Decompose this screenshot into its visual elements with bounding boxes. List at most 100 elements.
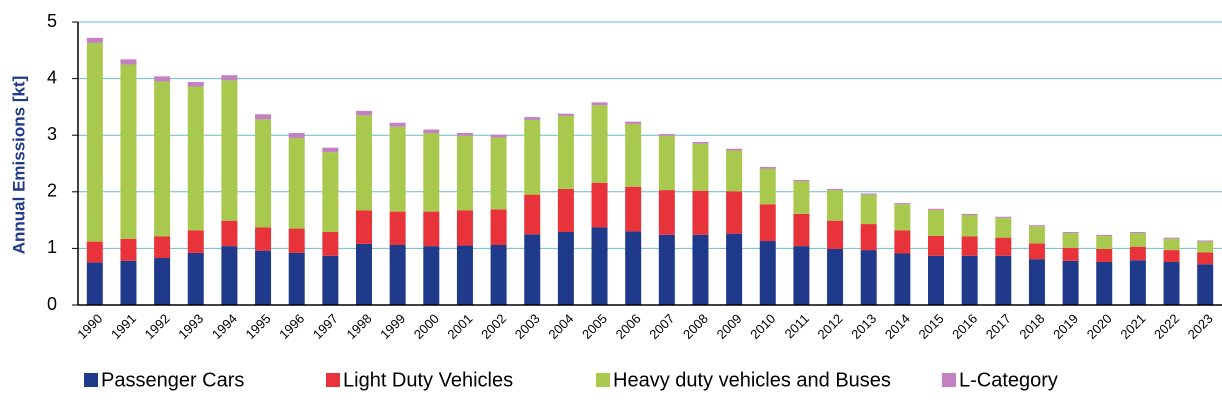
bar-segment xyxy=(591,182,608,228)
y-tick-label: 0 xyxy=(47,294,57,314)
x-tick-label: 2020 xyxy=(1084,311,1115,342)
bar-segment xyxy=(726,148,743,151)
x-tick-label: 2022 xyxy=(1151,311,1182,342)
bar-segment xyxy=(221,80,238,221)
legend-label: Light Duty Vehicles xyxy=(343,369,513,391)
x-tick-label: 1996 xyxy=(276,311,307,342)
bar-segment xyxy=(894,203,911,205)
x-tick-label: 2014 xyxy=(882,311,913,342)
bar-segment xyxy=(86,42,103,242)
bar-segment xyxy=(1197,240,1214,242)
bar-segment xyxy=(120,260,137,305)
bar-segment xyxy=(423,246,440,305)
bar-segment xyxy=(288,132,305,139)
y-tick-label: 3 xyxy=(47,124,57,144)
x-tick-label: 2007 xyxy=(646,311,677,342)
x-tick-label: 2004 xyxy=(545,311,576,342)
bar-segment xyxy=(1096,234,1113,236)
bar-segment xyxy=(154,76,171,82)
bar-segment xyxy=(356,210,372,244)
bar-segment xyxy=(793,246,810,305)
bar-segment xyxy=(692,234,709,305)
bar-segment xyxy=(1197,252,1214,265)
x-tick-label: 2011 xyxy=(782,311,812,341)
bar-segment xyxy=(288,252,305,305)
bar-segment xyxy=(658,135,675,191)
bar-segment xyxy=(322,152,339,232)
x-tick-label: 1997 xyxy=(310,311,341,342)
bar-segment xyxy=(860,250,877,305)
bar-segment xyxy=(120,64,137,239)
bar-segment xyxy=(456,210,473,246)
bar-segment xyxy=(827,248,844,305)
bar-segment xyxy=(1028,243,1045,260)
bar-segment xyxy=(759,166,776,169)
bar-segment xyxy=(726,150,743,192)
x-tick-label: 2018 xyxy=(1016,311,1047,342)
bar-segment xyxy=(961,255,978,305)
bar-segment xyxy=(154,81,171,237)
bar-segment xyxy=(154,236,171,259)
bar-segment xyxy=(86,262,103,305)
bar-segment xyxy=(894,230,911,254)
bar-segment xyxy=(456,132,473,136)
x-tick-label: 1999 xyxy=(377,311,408,342)
x-tick-label: 1998 xyxy=(343,311,374,342)
bar-segment xyxy=(928,208,944,210)
bar-segment xyxy=(389,211,406,246)
bar-segment xyxy=(860,224,877,251)
bar-segment xyxy=(524,194,541,235)
bar-segment xyxy=(995,216,1012,218)
bar-segment xyxy=(490,209,507,246)
bar-segment xyxy=(389,122,406,127)
x-tick-label: 2003 xyxy=(512,311,543,342)
bar-segment xyxy=(827,220,844,249)
bar-segment xyxy=(389,126,406,212)
bar-segment xyxy=(187,86,204,231)
bar-segment xyxy=(1163,250,1180,262)
bar-segment xyxy=(692,141,709,144)
bar-segment xyxy=(928,235,944,256)
bar-segment xyxy=(557,115,574,189)
x-tick-label: 2021 xyxy=(1117,311,1148,342)
bar-segment xyxy=(456,135,473,211)
legend-label: Passenger Cars xyxy=(101,369,244,391)
bar-segment xyxy=(557,231,574,305)
bar-segment xyxy=(1197,264,1214,305)
bar-segment xyxy=(187,81,204,87)
bar-segment xyxy=(894,204,911,231)
bar-segment xyxy=(591,102,608,106)
x-tick-label: 2012 xyxy=(815,311,846,342)
bar-segment xyxy=(187,252,204,305)
bar-segment xyxy=(524,119,541,195)
x-tick-label: 1992 xyxy=(142,311,173,342)
bar-segment xyxy=(154,258,171,305)
x-tick-label: 2002 xyxy=(478,311,509,342)
bar-segment xyxy=(625,123,642,187)
bar-segment xyxy=(490,134,507,138)
y-tick-label: 2 xyxy=(47,181,57,201)
legend-label: L-Category xyxy=(959,369,1058,391)
legend-swatch xyxy=(942,373,956,387)
bar-segment xyxy=(1062,260,1079,305)
bar-segment xyxy=(793,179,810,182)
bar-segment xyxy=(1129,233,1146,247)
x-tick-label: 2005 xyxy=(579,311,610,342)
legend-swatch xyxy=(596,373,610,387)
bar-segment xyxy=(1163,261,1180,305)
bar-segment xyxy=(759,241,776,305)
bar-segment xyxy=(625,121,642,124)
x-tick-label: 2019 xyxy=(1050,311,1081,342)
bar-segment xyxy=(187,230,204,253)
bar-segment xyxy=(1129,231,1146,234)
bar-segment xyxy=(255,250,272,305)
bar-segment xyxy=(928,255,944,305)
x-tick-label: 2015 xyxy=(915,311,946,342)
bar-segment xyxy=(524,234,541,305)
bar-segment xyxy=(1129,260,1146,305)
x-tick-label: 1990 xyxy=(74,311,105,342)
x-tick-label: 2016 xyxy=(949,311,980,342)
bar-segment xyxy=(759,168,776,205)
bar-segment xyxy=(490,245,507,305)
bar-segment xyxy=(1062,233,1079,248)
